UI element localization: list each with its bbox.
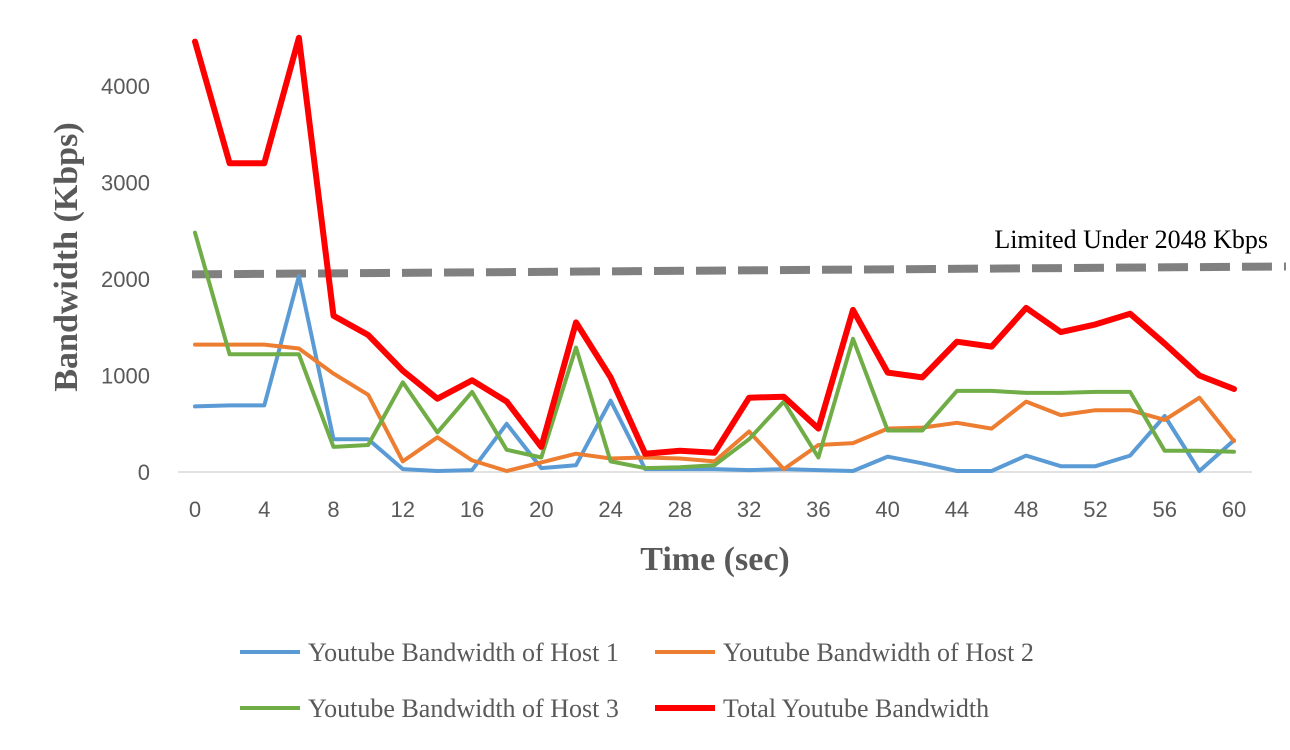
x-tick-label: 32 [737, 497, 761, 522]
y-tick-label: 4000 [101, 74, 150, 99]
x-tick-label: 44 [945, 497, 969, 522]
reference-line [191, 262, 1286, 279]
x-tick-label: 24 [598, 497, 622, 522]
x-tick-label: 0 [189, 497, 201, 522]
reference-layer [191, 262, 1286, 279]
series-line-youtube-bandwidth-of-host-1 [193, 274, 1236, 473]
x-tick-label: 52 [1083, 497, 1107, 522]
x-tick-label: 56 [1152, 497, 1176, 522]
x-tick-label: 16 [460, 497, 484, 522]
x-tick-label: 60 [1222, 497, 1246, 522]
x-tick-label: 48 [1014, 497, 1038, 522]
x-tick-label: 20 [529, 497, 553, 522]
y-axis-title: Bandwidth (Kbps) [48, 122, 85, 391]
x-tick-label: 36 [806, 497, 830, 522]
series-line-youtube-bandwidth-of-host-3 [193, 230, 1236, 471]
x-tick-label: 12 [391, 497, 415, 522]
x-axis-title: Time (sec) [640, 541, 789, 578]
y-tick-label: 1000 [101, 364, 150, 389]
x-tick-label: 40 [875, 497, 899, 522]
legend: Youtube Bandwidth of Host 1 Youtube Bandw… [240, 638, 1034, 723]
legend-label: Youtube Bandwidth of Host 1 [308, 638, 619, 667]
annotation-layer: Limited Under 2048 Kbps [994, 225, 1268, 254]
x-tick-label: 28 [668, 497, 692, 522]
reference-line-label: Limited Under 2048 Kbps [994, 225, 1268, 254]
series-line-youtube-bandwidth-of-host-2 [193, 342, 1236, 473]
y-tick-label: 2000 [101, 267, 150, 292]
y-tick-label: 3000 [101, 171, 150, 196]
y-tick-label: 0 [138, 460, 150, 485]
x-tick-label: 4 [258, 497, 270, 522]
legend-label: Youtube Bandwidth of Host 3 [308, 694, 619, 723]
x-tick-label: 8 [327, 497, 339, 522]
legend-label: Youtube Bandwidth of Host 2 [723, 638, 1034, 667]
series-layer [192, 34, 1237, 473]
legend-label: Total Youtube Bandwidth [723, 694, 989, 723]
series-line-total-youtube-bandwidth [192, 34, 1237, 457]
